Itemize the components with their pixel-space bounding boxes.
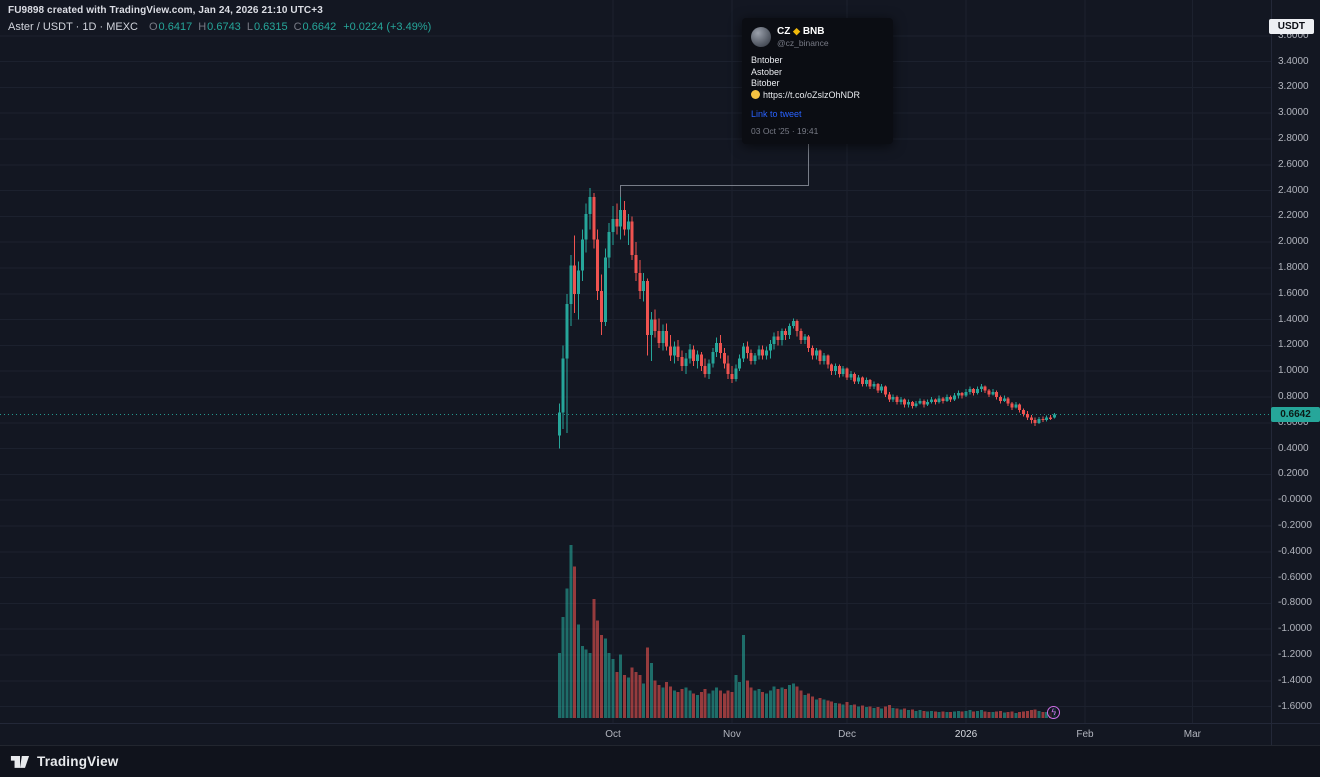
price-axis-label: 0.2000 (1278, 468, 1309, 480)
price-axis-label: 1.2000 (1278, 339, 1309, 351)
price-change: +0.0224 (+3.49%) (343, 21, 432, 33)
price-axis-label: 3.2000 (1278, 81, 1309, 93)
tweet-text: Bntober Astober Bitober https://t.co/oZs… (751, 55, 884, 101)
time-axis[interactable]: Oct Nov Dec 2026 Feb Mar (0, 723, 1271, 745)
price-axis-label: 2.0000 (1278, 236, 1309, 248)
ohlc-low: L0.6315 (247, 21, 288, 33)
price-axis-label: -0.0000 (1278, 494, 1312, 506)
price-axis-label: 1.6000 (1278, 287, 1309, 299)
chart-attribution: FU9898 created with TradingView.com, Jan… (8, 5, 323, 16)
lightning-marker-icon[interactable]: ϟ (1047, 706, 1061, 719)
price-axis-label: -0.2000 (1278, 519, 1312, 531)
price-axis-label: -0.8000 (1278, 597, 1312, 609)
price-axis-label: -0.6000 (1278, 571, 1312, 583)
tweet-timestamp: 03 Oct '25 · 19:41 (751, 126, 819, 136)
price-axis-label: 1.4000 (1278, 313, 1309, 325)
price-axis-label: 3.4000 (1278, 55, 1309, 67)
tweet-line: https://t.co/oZslzOhNDR (751, 89, 884, 102)
tweet-header: CZ ◆ BNB @cz_binance (751, 26, 884, 48)
price-axis-label: 2.4000 (1278, 184, 1309, 196)
tweet-line: Bitober (751, 78, 780, 88)
tradingview-wordmark[interactable]: TradingView (37, 754, 119, 769)
ohlc-open-label: O (148, 21, 158, 33)
price-axis-label: -1.4000 (1278, 674, 1312, 686)
price-axis-label: 3.0000 (1278, 107, 1309, 119)
price-axis-label: 2.6000 (1278, 158, 1309, 170)
price-axis-label: -1.0000 (1278, 623, 1312, 635)
currency-toggle-button[interactable]: USDT (1268, 19, 1314, 34)
tradingview-logo-icon[interactable] (10, 753, 30, 770)
time-axis-label: 2026 (954, 729, 978, 740)
ohlc-open: O0.6417 (149, 21, 192, 33)
laughing-emoji-icon (751, 89, 760, 99)
time-axis-label: Oct (605, 729, 621, 740)
avatar (751, 27, 771, 47)
time-axis-label: Mar (1183, 729, 1201, 740)
ohlc-close: C0.6642 (294, 21, 337, 33)
ohlc-low-value: 0.6315 (253, 21, 288, 33)
price-axis-label: 1.0000 (1278, 365, 1309, 377)
bnb-diamond-icon: ◆ (793, 26, 801, 36)
tweet-line: Astober (751, 66, 783, 77)
symbol-legend: Aster / USDT · 1D · MEXC O0.6417 H0.6743… (8, 21, 431, 33)
tweet-tooltip: CZ ◆ BNB @cz_binance Bntober Astober Bit… (742, 18, 893, 144)
tweet-author-name: CZ ◆ BNB (777, 26, 825, 37)
price-axis-label: -1.2000 (1278, 648, 1312, 660)
ohlc-low-label: L (246, 21, 253, 33)
ohlc-high-value: 0.6743 (207, 21, 241, 33)
ohlc-high: H0.6743 (198, 21, 241, 33)
price-axis-label: 0.6000 (1278, 416, 1309, 428)
price-axis[interactable]: 3.6000 3.4000 3.2000 3.0000 2.8000 2.6000 2.40… (1271, 0, 1320, 723)
time-axis-label: Feb (1076, 729, 1094, 740)
link-to-tweet[interactable]: Link to tweet (751, 109, 802, 119)
price-axis-label: -1.6000 (1278, 700, 1312, 712)
ohlc-close-label: C (293, 21, 302, 33)
price-axis-label: 2.8000 (1278, 132, 1309, 144)
tweet-line: Bntober (751, 55, 783, 65)
ohlc-open-value: 0.6417 (158, 21, 193, 33)
chart-canvas[interactable] (0, 0, 1320, 745)
ohlc-high-label: H (198, 21, 207, 33)
footer-bar: TradingView (0, 745, 1320, 777)
last-price-badge: 0.6642 (1271, 406, 1320, 422)
ohlc-close-value: 0.6642 (302, 21, 337, 33)
tweet-url[interactable]: https://t.co/oZslzOhNDR (763, 89, 861, 100)
price-axis-label: 1.8000 (1278, 261, 1309, 273)
price-axis-label: 0.4000 (1278, 442, 1309, 454)
price-axis-label: 3.6000 (1278, 29, 1309, 41)
time-axis-label: Nov (723, 729, 741, 740)
price-axis-label: 0.8000 (1278, 390, 1309, 402)
tweet-author-handle: @cz_binance (777, 38, 829, 48)
price-axis-label: 2.2000 (1278, 210, 1309, 222)
price-axis-label: -0.4000 (1278, 545, 1312, 557)
time-axis-label: Dec (838, 729, 856, 740)
symbol-title[interactable]: Aster / USDT · 1D · MEXC (8, 21, 138, 33)
